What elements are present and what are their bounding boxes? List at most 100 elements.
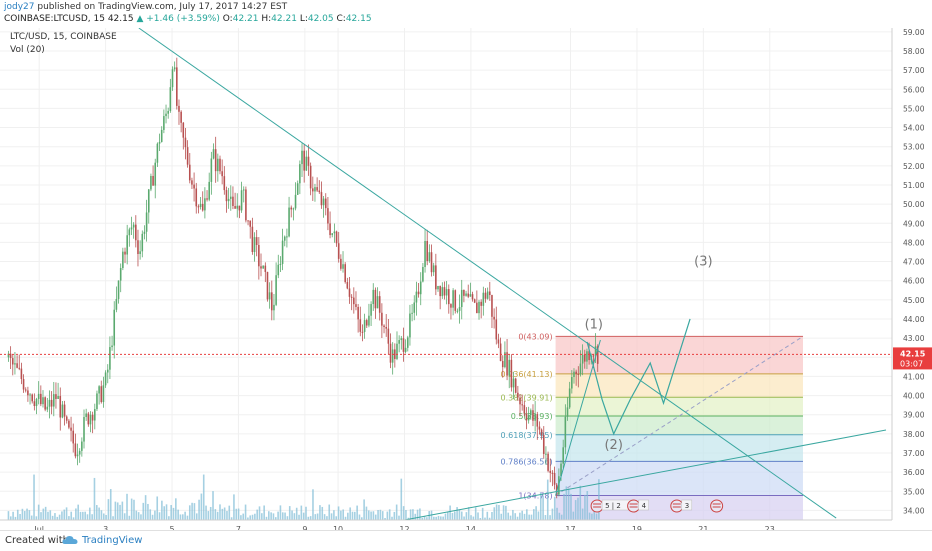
legend-symbol: LTC/USD, 15, COINBASE: [10, 32, 117, 42]
volume-bar: [58, 514, 61, 520]
candle-body: [281, 240, 284, 264]
volume-bar: [98, 507, 100, 520]
candle-body: [113, 309, 116, 346]
candle-body: [484, 292, 487, 299]
candle-body: [527, 415, 530, 421]
candle-body: [404, 347, 407, 352]
candle-body: [22, 379, 25, 390]
volume-bar: [498, 504, 500, 520]
volume-bar: [481, 507, 484, 520]
candle-body: [564, 416, 567, 448]
candle-body: [214, 149, 217, 172]
candle-body: [439, 285, 441, 297]
event-flag-icon[interactable]: [590, 499, 604, 513]
candle-body: [312, 188, 314, 192]
candle-body: [141, 233, 144, 252]
candle-body: [480, 301, 482, 306]
candle-body: [452, 290, 454, 308]
candle-body: [335, 231, 338, 244]
volume-bar: [414, 513, 417, 520]
volume-bar: [549, 515, 551, 520]
tradingview-link[interactable]: TradingView: [82, 535, 143, 546]
event-badges[interactable]: 5 | 2 4 3: [590, 499, 724, 513]
candle-body: [27, 390, 29, 396]
event-count: 3: [685, 502, 689, 510]
time-tick-label: 5: [169, 525, 174, 530]
author-link[interactable]: jody27: [4, 2, 35, 12]
candle-body: [355, 304, 357, 307]
volume-bar: [451, 512, 454, 520]
candle-body: [331, 233, 334, 236]
volume-bar: [149, 509, 152, 520]
volume-bar: [168, 516, 170, 520]
volume-bar: [193, 503, 196, 520]
volume-bar: [65, 507, 68, 520]
volume-bar: [572, 511, 575, 520]
volume-bar: [286, 516, 289, 520]
volume-bar: [321, 506, 324, 520]
candle-body: [333, 231, 336, 234]
volume-bar: [465, 512, 468, 520]
volume-bar: [440, 516, 442, 520]
candle-body: [249, 220, 252, 227]
volume-bar: [170, 505, 172, 520]
volume-bar: [47, 511, 49, 520]
candle-body: [327, 208, 329, 224]
candle-body: [104, 372, 107, 386]
downtrend-line[interactable]: [138, 28, 837, 519]
candle-body: [344, 264, 346, 283]
volume-bar: [553, 496, 556, 520]
volume-bar: [472, 516, 475, 520]
volume-bar: [563, 493, 565, 520]
volume-bar: [128, 515, 131, 520]
volume-bar: [356, 505, 358, 520]
candle-body: [180, 111, 182, 123]
fib-retracement[interactable]: 0(43.09) 0.236(41.13) 0.382(39.91) 0.5(38.9…: [501, 332, 804, 520]
volume-bar: [293, 513, 296, 520]
candle-body: [199, 203, 202, 208]
candle-body: [35, 398, 38, 407]
candle-body: [119, 268, 122, 281]
candle-body: [227, 198, 230, 202]
candle-body: [193, 184, 195, 189]
candle-body: [260, 266, 262, 269]
candle-body: [275, 275, 277, 305]
volume-bar: [61, 511, 63, 520]
volume-bar: [335, 516, 338, 520]
price-tick-label: 54.00: [903, 124, 925, 133]
candle-body: [154, 162, 157, 186]
candle-body: [467, 293, 470, 297]
price-chart[interactable]: 0(43.09) 0.236(41.13) 0.382(39.91) 0.5(38.9…: [0, 28, 932, 530]
volume-bar: [7, 511, 10, 520]
candle-body: [55, 394, 57, 399]
uptrend-line[interactable]: [404, 429, 887, 521]
time-tick-label: 19: [632, 525, 642, 530]
volume-bar: [351, 511, 354, 520]
publish-line: jody27 published on TradingView.com, Jul…: [4, 2, 287, 13]
volume-bar: [112, 516, 114, 520]
volume-bar: [393, 511, 396, 520]
candle-body: [139, 251, 141, 255]
volume-bar: [591, 513, 593, 520]
price-tick-label: 48.00: [903, 238, 925, 247]
event-flag-icon[interactable]: [710, 499, 724, 513]
candle-body: [61, 404, 64, 418]
volume-bar: [295, 507, 298, 520]
volume-bar: [277, 511, 279, 520]
drawing-lines[interactable]: [138, 28, 887, 521]
time-axis[interactable]: Jul 3 5 7 9 10 12 14 17 19 21 23: [33, 525, 774, 530]
candle-body: [504, 352, 506, 368]
volume-bar: [228, 505, 231, 520]
candle-body: [294, 194, 297, 209]
event-flag-icon[interactable]: [627, 499, 641, 513]
event-flag-icon[interactable]: [670, 499, 684, 513]
volume-bar: [416, 509, 419, 520]
volume-bar: [156, 496, 159, 520]
volume-bar: [154, 510, 156, 520]
current-price-value: 42.15: [900, 349, 926, 358]
candle-body: [353, 297, 355, 305]
candle-body: [342, 264, 344, 269]
candle-body: [549, 470, 552, 473]
projection-path[interactable]: [586, 318, 691, 436]
volume-bar: [184, 511, 186, 520]
